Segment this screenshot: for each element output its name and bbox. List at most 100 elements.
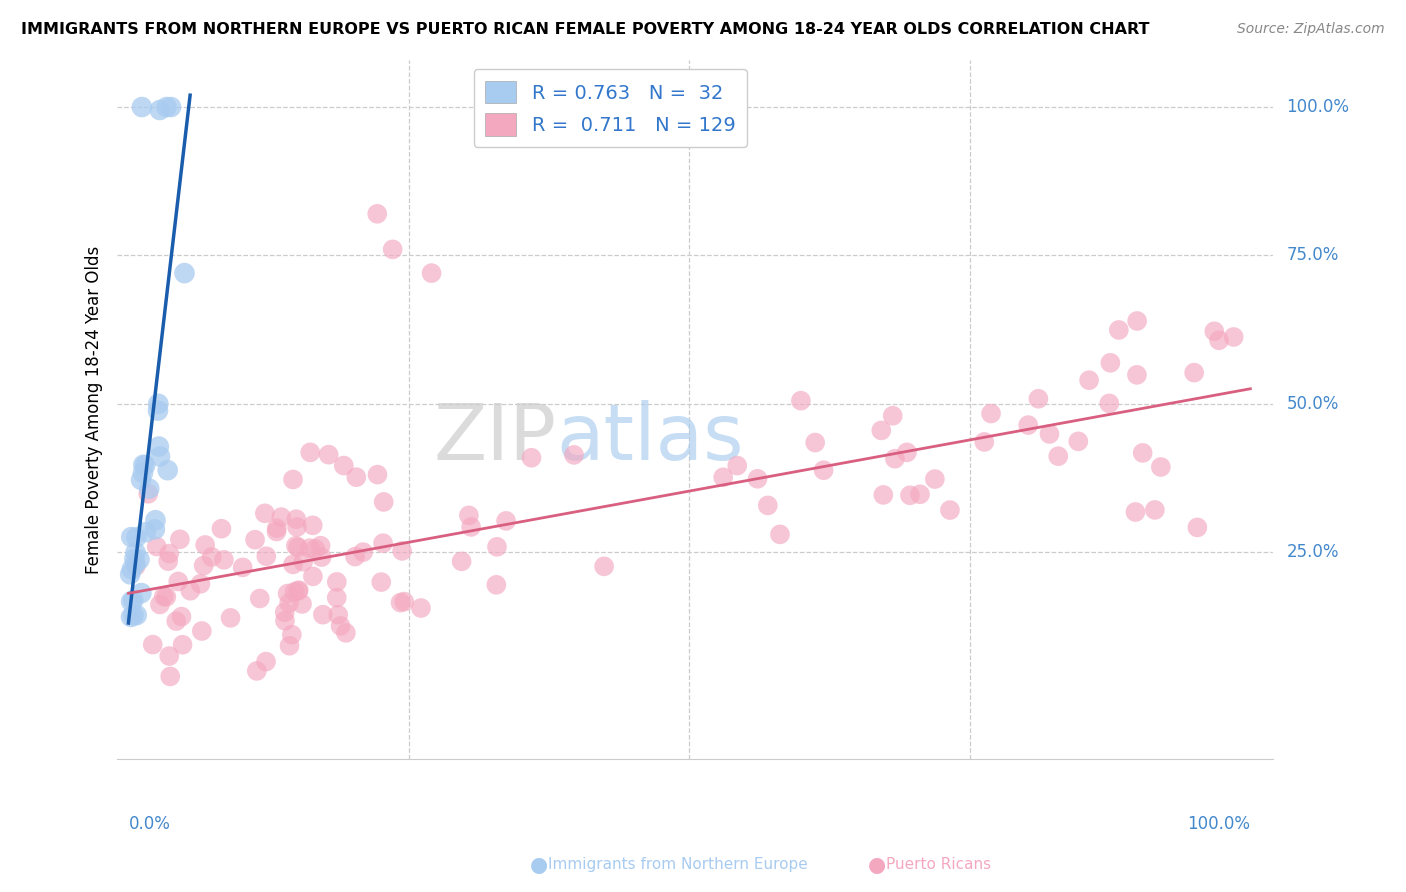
Point bbox=[201, 549, 224, 564]
Point bbox=[277, 586, 299, 600]
Point bbox=[725, 458, 748, 473]
Point bbox=[284, 539, 307, 553]
Point bbox=[122, 608, 145, 623]
Point bbox=[1028, 392, 1050, 406]
Point bbox=[883, 451, 905, 466]
Point bbox=[896, 445, 918, 459]
Point bbox=[138, 482, 160, 496]
Point bbox=[1047, 449, 1070, 463]
Point bbox=[1208, 333, 1230, 347]
Point bbox=[1078, 373, 1101, 387]
Point bbox=[278, 596, 301, 610]
Point bbox=[1222, 330, 1244, 344]
Point bbox=[273, 605, 295, 619]
Point bbox=[190, 576, 212, 591]
Point bbox=[366, 207, 388, 221]
Point bbox=[485, 578, 508, 592]
Point bbox=[281, 628, 304, 642]
Text: Immigrants from Northern Europe: Immigrants from Northern Europe bbox=[548, 857, 808, 872]
Point bbox=[165, 614, 187, 628]
Point bbox=[1067, 434, 1090, 449]
Point bbox=[124, 552, 146, 566]
Point bbox=[326, 591, 349, 605]
Point bbox=[194, 538, 217, 552]
Point bbox=[134, 458, 156, 473]
Point bbox=[882, 409, 904, 423]
Point bbox=[124, 557, 146, 571]
Point bbox=[270, 510, 292, 524]
Point bbox=[409, 601, 432, 615]
Point bbox=[1099, 356, 1122, 370]
Point bbox=[143, 523, 166, 537]
Point bbox=[131, 100, 153, 114]
Point bbox=[145, 513, 167, 527]
Point bbox=[309, 539, 332, 553]
Point bbox=[804, 435, 827, 450]
Point bbox=[1126, 314, 1149, 328]
Point bbox=[939, 503, 962, 517]
Point bbox=[311, 550, 333, 565]
Point bbox=[329, 619, 352, 633]
Text: 75.0%: 75.0% bbox=[1286, 246, 1339, 264]
Point bbox=[326, 574, 349, 589]
Point bbox=[292, 555, 315, 569]
Point bbox=[312, 607, 335, 622]
Point bbox=[460, 520, 482, 534]
Point bbox=[125, 530, 148, 544]
Y-axis label: Female Poverty Among 18-24 Year Olds: Female Poverty Among 18-24 Year Olds bbox=[86, 245, 103, 574]
Point bbox=[122, 593, 145, 607]
Point bbox=[156, 463, 179, 477]
Point bbox=[457, 508, 479, 523]
Point bbox=[287, 541, 309, 555]
Point bbox=[157, 554, 180, 568]
Point bbox=[211, 522, 233, 536]
Point bbox=[1108, 323, 1130, 337]
Point bbox=[1126, 368, 1149, 382]
Text: 25.0%: 25.0% bbox=[1286, 543, 1339, 561]
Point bbox=[520, 450, 543, 465]
Point bbox=[167, 574, 190, 589]
Point bbox=[318, 448, 340, 462]
Point bbox=[284, 584, 307, 599]
Point bbox=[870, 424, 893, 438]
Point bbox=[254, 655, 277, 669]
Point bbox=[219, 611, 242, 625]
Point bbox=[285, 512, 308, 526]
Point bbox=[562, 448, 585, 462]
Point bbox=[352, 545, 374, 559]
Point bbox=[1150, 460, 1173, 475]
Point bbox=[266, 521, 288, 535]
Point bbox=[872, 488, 894, 502]
Point bbox=[769, 527, 792, 541]
Point bbox=[120, 567, 142, 582]
Point bbox=[328, 607, 350, 622]
Point bbox=[191, 624, 214, 638]
Point bbox=[212, 553, 235, 567]
Text: 50.0%: 50.0% bbox=[1286, 394, 1339, 413]
Point bbox=[301, 518, 323, 533]
Text: ZIP: ZIP bbox=[433, 400, 557, 475]
Point bbox=[344, 549, 367, 564]
Point bbox=[149, 598, 172, 612]
Point bbox=[335, 625, 357, 640]
Point bbox=[173, 266, 195, 280]
Text: Source: ZipAtlas.com: Source: ZipAtlas.com bbox=[1237, 22, 1385, 37]
Point bbox=[287, 583, 309, 598]
Point bbox=[124, 545, 146, 559]
Text: ●: ● bbox=[868, 855, 886, 875]
Point bbox=[172, 638, 194, 652]
Text: 100.0%: 100.0% bbox=[1286, 98, 1350, 116]
Point bbox=[392, 594, 415, 608]
Point bbox=[1132, 446, 1154, 460]
Point bbox=[593, 559, 616, 574]
Text: atlas: atlas bbox=[557, 400, 744, 475]
Point bbox=[128, 552, 150, 566]
Point bbox=[281, 473, 304, 487]
Point bbox=[908, 487, 931, 501]
Text: ●: ● bbox=[530, 855, 548, 875]
Point bbox=[1017, 418, 1039, 433]
Point bbox=[232, 560, 254, 574]
Point bbox=[132, 458, 155, 472]
Text: 100.0%: 100.0% bbox=[1187, 815, 1250, 833]
Point bbox=[121, 562, 143, 576]
